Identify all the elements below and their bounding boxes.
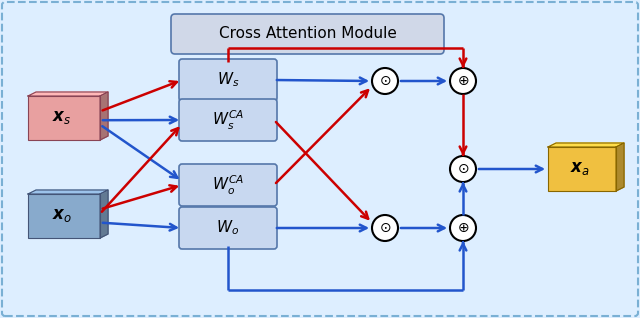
FancyBboxPatch shape <box>28 194 100 238</box>
FancyBboxPatch shape <box>171 14 444 54</box>
FancyBboxPatch shape <box>179 164 277 206</box>
Circle shape <box>450 68 476 94</box>
FancyBboxPatch shape <box>179 99 277 141</box>
Text: $\boldsymbol{x}_a$: $\boldsymbol{x}_a$ <box>570 159 590 177</box>
Polygon shape <box>28 190 108 194</box>
Text: $W_s$: $W_s$ <box>217 71 239 89</box>
Circle shape <box>450 215 476 241</box>
Circle shape <box>372 215 398 241</box>
Text: $\boldsymbol{x}_s$: $\boldsymbol{x}_s$ <box>52 108 72 126</box>
FancyBboxPatch shape <box>28 96 100 140</box>
Text: $\boldsymbol{x}_o$: $\boldsymbol{x}_o$ <box>52 206 72 224</box>
Text: $\odot$: $\odot$ <box>379 74 391 88</box>
Text: $\oplus$: $\oplus$ <box>457 221 469 235</box>
Polygon shape <box>548 143 624 147</box>
Text: $\odot$: $\odot$ <box>379 221 391 235</box>
Text: $W_o$: $W_o$ <box>216 219 239 237</box>
Polygon shape <box>100 92 108 140</box>
Text: $\odot$: $\odot$ <box>457 162 469 176</box>
FancyBboxPatch shape <box>179 59 277 101</box>
Polygon shape <box>616 143 624 191</box>
Polygon shape <box>28 92 108 96</box>
Text: $W_o^{CA}$: $W_o^{CA}$ <box>212 173 244 197</box>
Circle shape <box>372 68 398 94</box>
Text: $\oplus$: $\oplus$ <box>457 74 469 88</box>
Text: $W_s^{CA}$: $W_s^{CA}$ <box>212 108 244 132</box>
Polygon shape <box>100 190 108 238</box>
FancyBboxPatch shape <box>179 207 277 249</box>
Text: Cross Attention Module: Cross Attention Module <box>219 26 396 42</box>
Circle shape <box>450 156 476 182</box>
FancyBboxPatch shape <box>548 147 616 191</box>
